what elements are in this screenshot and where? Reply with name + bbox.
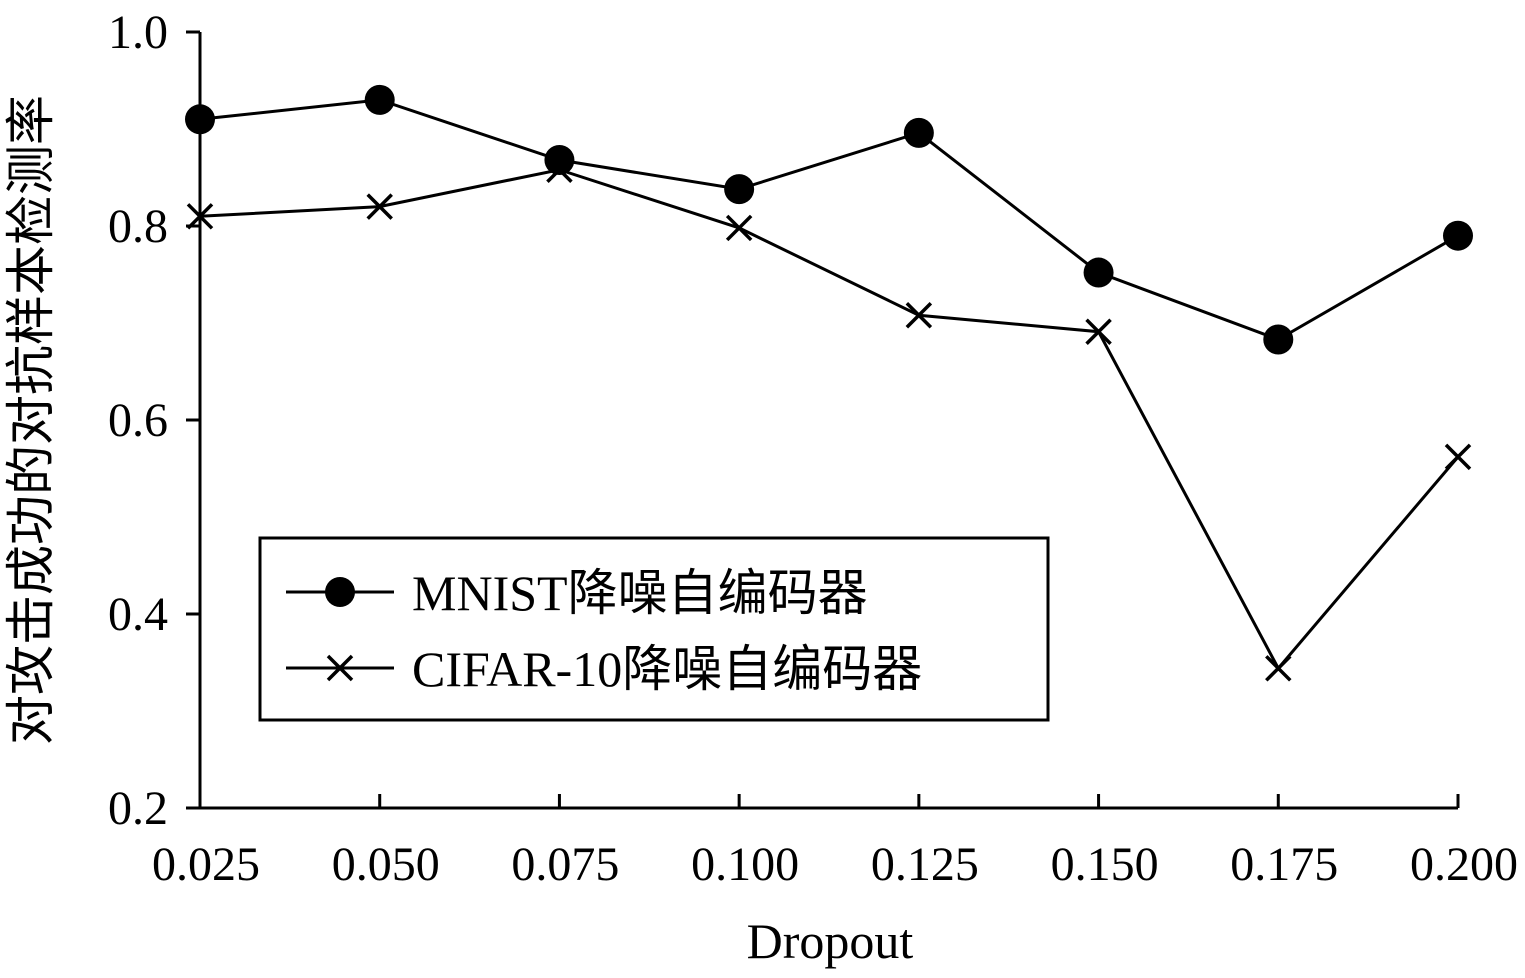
series-line — [199, 98, 1459, 342]
x-axis-title: Dropout — [747, 913, 914, 969]
data-point — [1444, 443, 1472, 471]
data-point — [366, 193, 393, 220]
legend: MNIST降噪自编码器 CIFAR-10降噪自编码器 — [258, 536, 1050, 722]
data-point — [186, 203, 214, 230]
y-axis-title: 对攻击成功的对抗样本检测率 — [3, 95, 59, 745]
series-cifar — [186, 156, 1472, 682]
data-point — [724, 174, 755, 205]
data-point — [185, 104, 215, 135]
legend-entry-mnist: MNIST降噪自编码器 — [286, 565, 868, 621]
x-tick-label: 0.050 — [332, 838, 440, 891]
data-point — [546, 156, 573, 183]
data-point — [1083, 257, 1114, 288]
legend-box — [258, 536, 1050, 722]
x-tick-label: 0.100 — [691, 838, 799, 891]
legend-label-cifar: CIFAR-10降噪自编码器 — [412, 641, 922, 697]
x-tick-label: 0.125 — [871, 838, 979, 891]
data-point — [1263, 324, 1294, 355]
x-tick-label: 0.200 — [1410, 838, 1518, 891]
legend-entry-cifar: CIFAR-10降噪自编码器 — [286, 641, 922, 697]
x-tick-label: 0.025 — [152, 838, 260, 891]
x-tick-label: 0.075 — [511, 838, 619, 891]
data-point — [364, 84, 395, 115]
series-line — [199, 168, 1460, 671]
y-tick-label: 1.0 — [108, 6, 168, 59]
x-tick-label: 0.175 — [1230, 838, 1338, 891]
legend-marker-mnist — [325, 577, 355, 607]
series-mnist — [185, 84, 1473, 355]
series-layer — [185, 84, 1473, 682]
data-point — [1443, 220, 1473, 251]
x-tick-label: 0.150 — [1051, 838, 1159, 891]
data-point — [905, 302, 933, 329]
y-tick-label: 0.8 — [108, 200, 168, 253]
data-point — [725, 214, 753, 242]
data-point — [903, 117, 934, 148]
y-tick-label: 0.2 — [108, 782, 168, 835]
legend-label-mnist: MNIST降噪自编码器 — [412, 565, 868, 621]
data-point — [1265, 655, 1292, 682]
y-tick-label: 0.4 — [108, 588, 168, 641]
data-point — [1085, 318, 1112, 345]
y-ticks: 0.2 0.4 0.6 0.8 1.0 — [108, 6, 200, 835]
legend-marker-cifar — [326, 654, 354, 682]
x-ticks: 0.025 0.050 0.075 0.100 0.125 0.150 0.175 0.200 — [152, 794, 1518, 891]
y-tick-label: 0.6 — [108, 394, 168, 447]
data-point — [544, 145, 575, 176]
